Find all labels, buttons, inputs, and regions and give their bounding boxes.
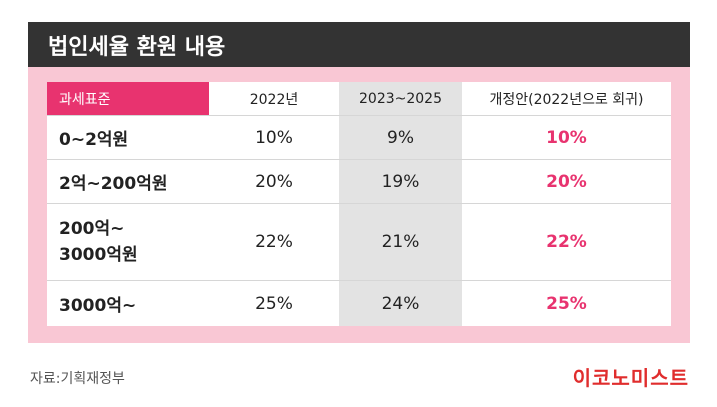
cell-2023-2025: 19%	[339, 159, 462, 204]
table-row: 0~2억원 10% 9% 10%	[47, 115, 671, 160]
header-tax-base: 과세표준	[47, 82, 209, 116]
page-title: 법인세율 환원 내용	[28, 22, 690, 67]
table-row: 2억~200억원 20% 19% 20%	[47, 159, 671, 204]
row-label: 0~2억원	[47, 115, 209, 160]
row-label: 3000억~	[47, 280, 209, 326]
table-row: 3000억~ 25% 24% 25%	[47, 280, 671, 326]
table-row: 200억~ 3000억원 22% 21% 22%	[47, 203, 671, 281]
cell-proposal: 10%	[462, 115, 671, 160]
table-header-row: 과세표준 2022년 2023~2025 개정안(2022년으로 회귀)	[47, 82, 671, 116]
cell-proposal: 20%	[462, 159, 671, 204]
cell-2022: 25%	[209, 280, 339, 326]
header-2023-2025: 2023~2025	[339, 82, 462, 116]
title-text: 법인세율 환원 내용	[48, 34, 226, 60]
cell-2022: 22%	[209, 203, 339, 281]
cell-proposal: 25%	[462, 280, 671, 326]
cell-2023-2025: 21%	[339, 203, 462, 281]
header-proposal: 개정안(2022년으로 회귀)	[462, 82, 671, 116]
tax-rate-table: 과세표준 2022년 2023~2025 개정안(2022년으로 회귀) 0~2…	[47, 82, 671, 326]
cell-2022: 20%	[209, 159, 339, 204]
publisher-logo: 이코노미스트	[572, 366, 689, 390]
cell-2023-2025: 9%	[339, 115, 462, 160]
cell-2022: 10%	[209, 115, 339, 160]
row-label: 2억~200억원	[47, 159, 209, 204]
header-2022: 2022년	[209, 82, 339, 116]
cell-2023-2025: 24%	[339, 280, 462, 326]
source-note: 자료:기획재정부	[30, 371, 125, 387]
cell-proposal: 22%	[462, 203, 671, 281]
row-label: 200억~ 3000억원	[47, 203, 209, 281]
